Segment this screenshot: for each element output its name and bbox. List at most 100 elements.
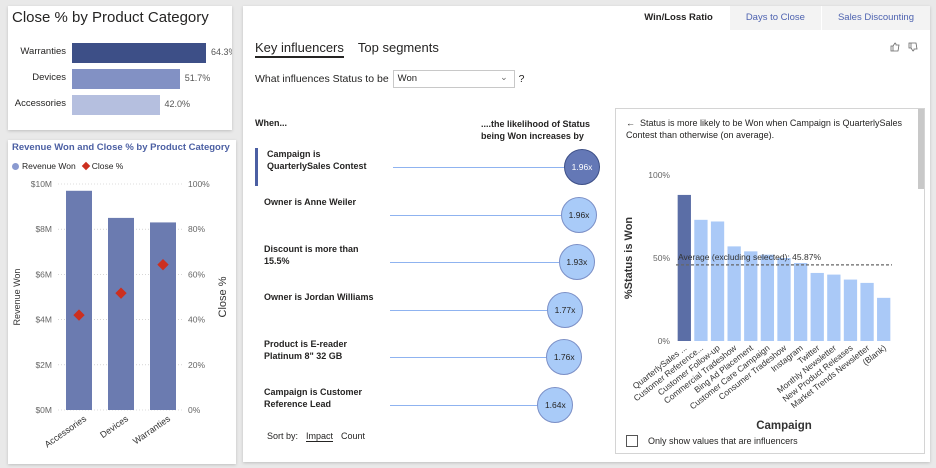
campaign-bar[interactable] [860, 282, 874, 341]
status-dropdown[interactable]: Won ⌄ [392, 70, 515, 88]
influencer-line [390, 309, 547, 311]
y2-tick-label: 20% [188, 360, 205, 370]
revenue-won-legend-label: Revenue Won [22, 161, 76, 171]
close-pct-legend-label: Close % [91, 161, 124, 171]
influencer-label: Campaign is QuarterlySales Contest [267, 149, 367, 171]
y-axis-title: %Status is Won [623, 217, 635, 300]
close-pct-category-label: Warranties [20, 46, 66, 57]
x-axis-title: Campaign [756, 420, 812, 432]
close-pct-row: Warranties 64.3% [8, 43, 232, 63]
campaign-bar[interactable] [677, 194, 691, 341]
influencer-bubble[interactable]: 1.77x [546, 291, 583, 328]
question-prefix: What influences Status to be [255, 73, 389, 85]
detail-message-text: Status is more likely to be Won when Cam… [626, 118, 902, 140]
influencer-bubble[interactable]: 1.93x [558, 244, 595, 280]
influencer-line [393, 167, 565, 168]
x-tick-label: Accessories [43, 413, 89, 449]
influencer-bubble[interactable]: 1.76x [546, 339, 583, 375]
revenue-chart-title: Revenue Won and Close % by Product Categ… [12, 142, 230, 153]
revenue-legend: Revenue Won Close % [12, 161, 123, 171]
influencer-line [390, 357, 547, 358]
campaign-bar-chart: 0%50%100%QuarterlySales ...Customer Refe… [623, 170, 892, 432]
tab-key-influencers[interactable]: Key influencers [255, 40, 344, 58]
question-suffix: ? [518, 73, 525, 85]
thumbs-up-icon[interactable] [890, 42, 900, 52]
revenue-bar[interactable] [150, 222, 176, 410]
influencer-line [390, 214, 562, 216]
influencer-row[interactable]: Product is E-reader Platinum 8" 32 GB 1.7… [255, 338, 600, 376]
close-pct-category-label: Accessories [14, 98, 66, 109]
close-pct-marker[interactable] [115, 287, 127, 299]
close-pct-row: Devices 51.7% [8, 69, 232, 89]
y-tick-label: 50% [653, 253, 670, 263]
sort-by-label: Sort by: [267, 431, 299, 441]
campaign-bar[interactable] [777, 258, 791, 341]
influencer-bubble[interactable]: 1.64x [537, 386, 574, 423]
campaign-bar[interactable] [810, 272, 824, 341]
influencer-row[interactable]: Campaign is QuarterlySales Contest 1.96x [255, 148, 601, 186]
campaign-bar[interactable] [843, 279, 858, 341]
campaign-bar[interactable] [760, 254, 775, 341]
revenue-bar[interactable] [66, 190, 92, 410]
tab-win-loss-ratio[interactable]: Win/Loss Ratio [627, 6, 729, 30]
close-pct-marker[interactable] [73, 309, 85, 321]
tab-sales-discounting[interactable]: Sales Discounting [820, 6, 930, 30]
detail-scrollbar[interactable] [918, 109, 924, 189]
average-reference-label: Average (excluding selected): 45.87% [678, 252, 821, 262]
sort-count[interactable]: Count [341, 431, 366, 441]
influencer-line [390, 404, 538, 406]
y-tick-label: $10M [31, 179, 52, 189]
likelihood-header: ....the likelihood of Status being Won i… [481, 119, 591, 141]
close-pct-title: Close % by Product Category [12, 9, 209, 26]
revenue-card: Revenue Won and Close % by Product Categ… [8, 140, 236, 464]
page-tabs: Win/Loss Ratio Days to Close Sales Disco… [627, 6, 930, 30]
back-arrow-icon[interactable]: ← [626, 118, 635, 128]
y-tick-label: $8M [35, 224, 52, 234]
revenue-combo-chart: $0M $2M $4M $6M $8M $10M 0% 20% 40% 60% 80% 100% Acc… [12, 179, 229, 449]
campaign-bar[interactable] [877, 297, 891, 341]
x-tick-label: Devices [98, 413, 130, 440]
thumbs-down-icon[interactable] [908, 42, 918, 52]
influencer-label: Product is E-reader Platinum 8" 32 GB [264, 339, 348, 361]
influencers-only-label: Only show values that are influencers [648, 436, 798, 446]
y2-tick-label: 0% [188, 405, 201, 415]
y-axis-title: Revenue Won [12, 269, 22, 326]
chevron-down-icon: ⌄ [500, 72, 508, 82]
influence-question: What influences Status to be Won ⌄ ? [255, 70, 525, 88]
influencer-row[interactable]: Campaign is Customer Reference Lead 1.64x [255, 386, 600, 424]
campaign-bar[interactable] [694, 219, 708, 341]
close-pct-row: Accessories 42.0% [8, 95, 232, 115]
campaign-bar[interactable] [727, 246, 741, 341]
sort-impact[interactable]: Impact [306, 431, 334, 442]
y-tick-label: 0% [658, 336, 671, 346]
revenue-bar[interactable] [108, 217, 134, 410]
campaign-bar[interactable] [744, 251, 758, 341]
close-pct-bar[interactable] [72, 95, 160, 115]
tab-days-to-close[interactable]: Days to Close [728, 6, 821, 30]
tab-top-segments[interactable]: Top segments [357, 40, 439, 55]
influencers-only-checkbox[interactable] [626, 435, 638, 447]
y2-axis-title: Close % [217, 276, 229, 317]
influencer-row[interactable]: Owner is Jordan Williams 1.77x [255, 291, 600, 329]
close-pct-bar[interactable] [72, 43, 206, 63]
y-tick-label: $4M [35, 315, 52, 325]
influencer-row[interactable]: Discount is more than 15.5% 1.93x [255, 243, 600, 281]
close-pct-value-label: 51.7% [184, 73, 211, 83]
sort-by-control: Sort by: Impact Count [267, 431, 365, 442]
y2-tick-label: 40% [188, 315, 205, 325]
campaign-bar[interactable] [827, 274, 841, 341]
campaign-bar[interactable] [710, 221, 725, 341]
key-influencers-card: Win/Loss Ratio Days to Close Sales Disco… [243, 6, 930, 462]
campaign-bar[interactable] [793, 262, 808, 341]
influencer-label: Discount is more than 15.5% [264, 244, 359, 266]
influencer-label: Campaign is Customer Reference Lead [264, 386, 363, 409]
y-tick-label: $6M [35, 269, 52, 279]
close-pct-bar[interactable] [72, 69, 180, 89]
close-pct-value-label: 64.3% [211, 47, 232, 57]
influencer-row[interactable]: Owner is Anne Weiler 1.96x [255, 196, 600, 234]
close-pct-category-label: Devices [32, 72, 66, 83]
y-tick-label: $2M [35, 360, 52, 370]
influencer-bubble[interactable]: 1.96x [561, 196, 598, 233]
detail-message: ← Status is more likely to be Won when C… [626, 117, 916, 141]
influencer-bubble[interactable]: 1.96x [564, 149, 601, 185]
